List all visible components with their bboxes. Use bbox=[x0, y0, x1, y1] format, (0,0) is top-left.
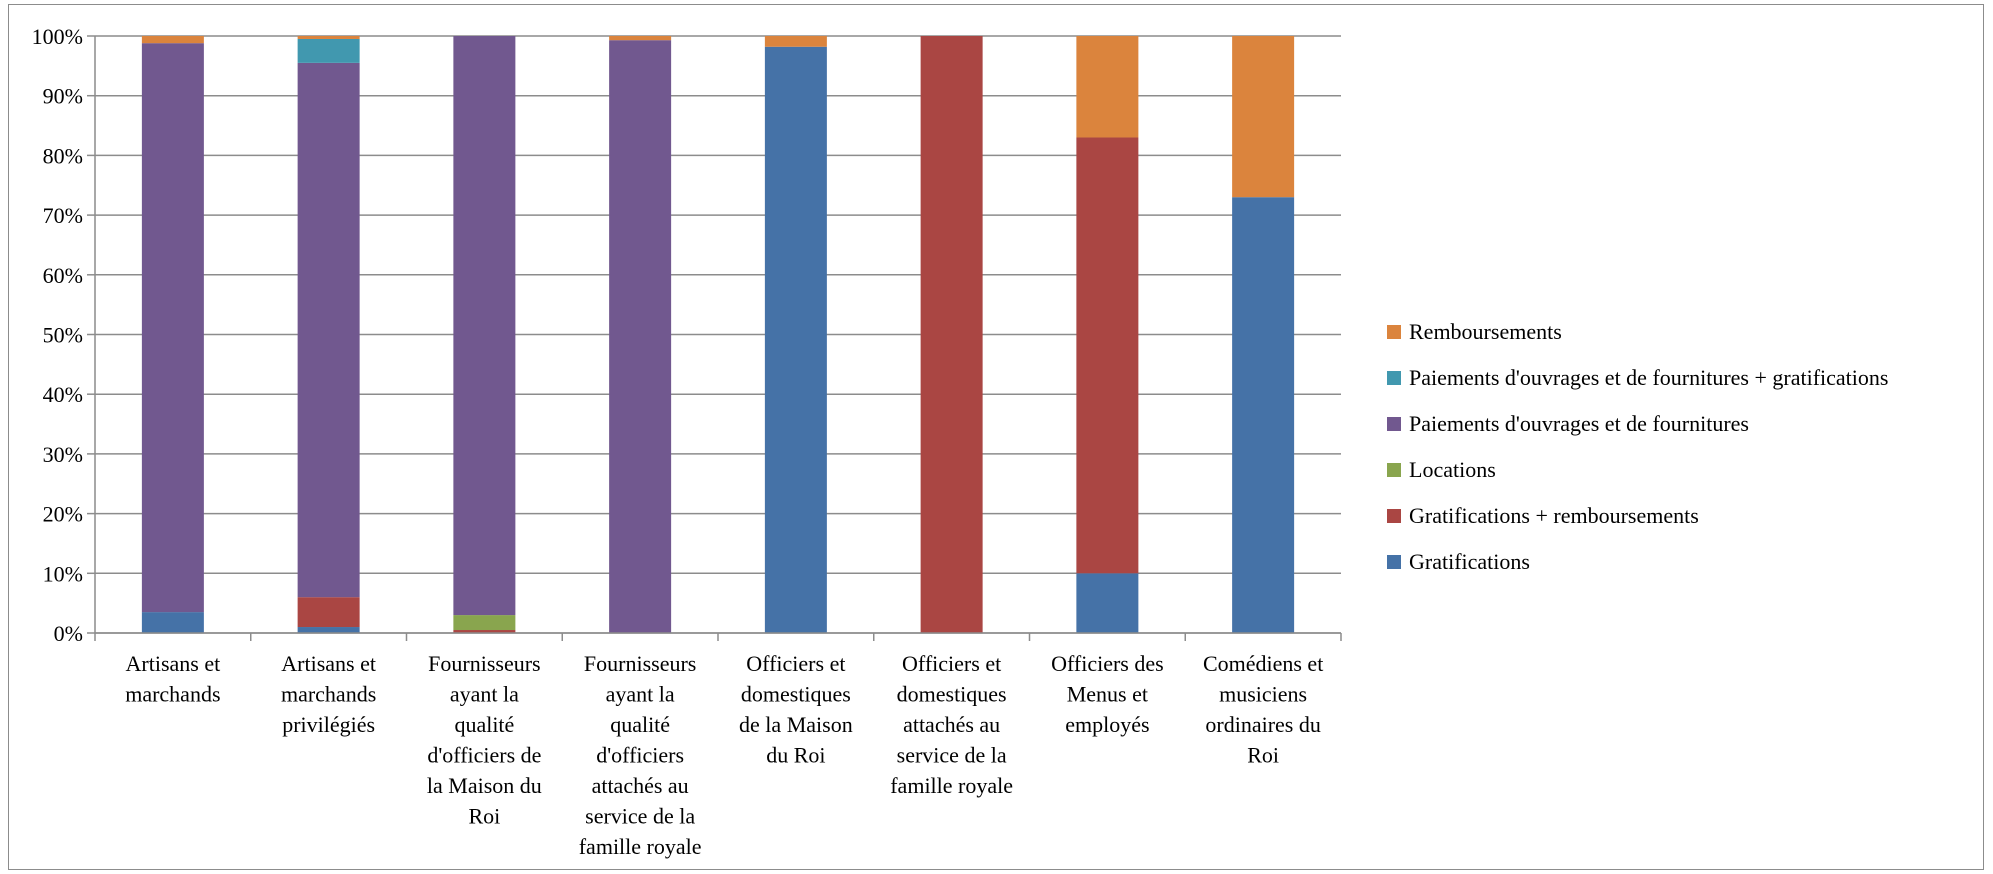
bar-segment bbox=[141, 36, 204, 44]
y-tick-label: 10% bbox=[43, 561, 83, 586]
legend-label: Remboursements bbox=[1409, 319, 1562, 344]
bar-segment bbox=[297, 627, 360, 633]
bar-segment bbox=[920, 36, 983, 633]
legend-label: Paiements d'ouvrages et de fournitures +… bbox=[1409, 365, 1888, 390]
bar-segment bbox=[141, 612, 204, 633]
y-tick-label: 80% bbox=[43, 143, 83, 168]
bar-segment bbox=[453, 630, 516, 633]
bar-segment bbox=[297, 38, 360, 63]
legend-swatch bbox=[1387, 555, 1401, 569]
y-tick-label: 30% bbox=[43, 442, 83, 467]
bar-segment bbox=[609, 36, 672, 41]
x-tick-label: Fournisseurs ayant la qualité d'officiers d… bbox=[427, 651, 542, 829]
legend-swatch bbox=[1387, 371, 1401, 385]
bar-segment bbox=[609, 40, 672, 633]
x-tick-label: Artisans et marchands privilégiés bbox=[281, 651, 376, 737]
chart-frame: 0% 10% 20% 30% 40% 50% 60% 70% 80% 90% 100% Artisa… bbox=[8, 4, 1984, 870]
y-tick-label: 40% bbox=[43, 382, 83, 407]
legend-swatch bbox=[1387, 463, 1401, 477]
stacked-bar-chart: 0% 10% 20% 30% 40% 50% 60% 70% 80% 90% 100% Artisa… bbox=[32, 24, 1889, 859]
bar-segment bbox=[453, 36, 516, 616]
bar-segment bbox=[141, 43, 204, 613]
x-tick-label: Comédiens et musiciens ordinaires du Roi bbox=[1203, 651, 1323, 768]
x-tick-label: Officiers et domestiques attachés au servic… bbox=[890, 651, 1013, 798]
y-tick-label: 100% bbox=[32, 24, 83, 49]
bar-segment bbox=[297, 36, 360, 39]
legend-label: Gratifications bbox=[1409, 549, 1530, 574]
x-tick-label: Artisans et marchands bbox=[125, 651, 220, 707]
legend-swatch bbox=[1387, 509, 1401, 523]
y-tick-label: 0% bbox=[54, 621, 83, 646]
y-tick-label: 70% bbox=[43, 203, 83, 228]
x-tick-label: Officiers des Menus et employés bbox=[1051, 651, 1164, 737]
legend-label: Locations bbox=[1409, 457, 1496, 482]
legend-swatch bbox=[1387, 325, 1401, 339]
bar-segment bbox=[1232, 197, 1295, 633]
y-tick-label: 60% bbox=[43, 263, 83, 288]
y-tick-label: 50% bbox=[43, 323, 83, 348]
bar-segment bbox=[453, 615, 516, 631]
bar-segment bbox=[764, 36, 827, 47]
bar-segment bbox=[1232, 36, 1295, 198]
x-tick-label: Officiers et domestiques de la Maison du Ro… bbox=[739, 651, 853, 768]
bar-segment bbox=[297, 597, 360, 628]
y-tick-label: 20% bbox=[43, 502, 83, 527]
x-tick-label: Fournisseurs ayant la qualité d'officiers at… bbox=[579, 651, 702, 859]
y-tick-label: 90% bbox=[43, 84, 83, 109]
legend-label: Paiements d'ouvrages et de fournitures bbox=[1409, 411, 1749, 436]
bar-segment bbox=[297, 62, 360, 598]
legend-swatch bbox=[1387, 417, 1401, 431]
bar-segment bbox=[1076, 137, 1139, 574]
bar-segment bbox=[1076, 36, 1139, 138]
bar-segment bbox=[764, 46, 827, 634]
bar-segment bbox=[1076, 573, 1139, 633]
legend-label: Gratifications + remboursements bbox=[1409, 503, 1699, 528]
